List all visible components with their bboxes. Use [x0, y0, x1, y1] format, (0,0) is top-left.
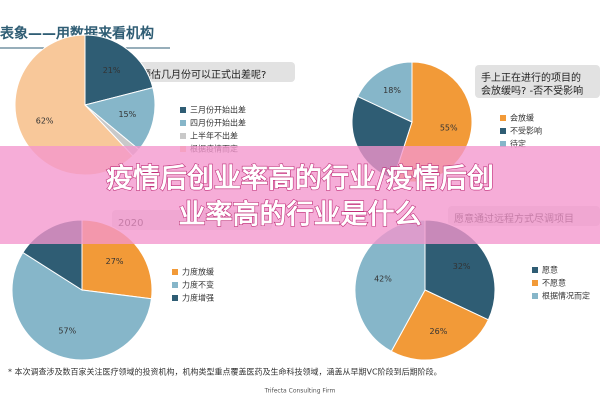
legend-label: 会放缓 [510, 113, 534, 123]
banner-bg [0, 146, 600, 244]
legend-label: 力度增强 [182, 293, 214, 303]
data-label: 62% [36, 116, 54, 125]
banner-title: 疫情后创业率高的行业/疫情后创 [106, 163, 494, 195]
banner-title: 业率高的行业是什么 [179, 199, 422, 231]
data-label: 26% [430, 327, 448, 336]
chart-title: 手上正在进行的项目的 [481, 71, 581, 84]
data-label: 18% [383, 86, 401, 95]
legend-swatch [532, 267, 538, 273]
legend-label: 力度不变 [182, 280, 214, 290]
header-title: 表象——用数据来看机构 [0, 25, 154, 42]
title-box [135, 62, 295, 82]
legend-swatch [180, 107, 186, 113]
legend-swatch [500, 115, 506, 121]
data-label: 32% [453, 262, 471, 271]
footer-note: * 本次调查涉及数百家关注医疗领域的投资机构，机构类型重点覆盖医药及生命科技领域… [8, 367, 442, 377]
legend-swatch [180, 120, 186, 126]
legend-swatch [532, 280, 538, 286]
legend-swatch [180, 133, 186, 139]
footer-source: Trifecta Consulting Firm [264, 388, 336, 395]
legend-label: 力度放缓 [182, 267, 214, 277]
legend-label: 待定 [510, 139, 526, 149]
pie-slice [357, 61, 413, 123]
data-label: 21% [103, 66, 121, 75]
chart-title: 预估几月份可以正式出差呢? [141, 68, 266, 81]
legend-label: 根据情况而定 [542, 291, 590, 301]
pie-slice [84, 34, 154, 106]
legend-swatch [172, 282, 178, 288]
legend-label: 上半年不出差 [190, 131, 238, 141]
data-label: 55% [440, 123, 458, 132]
data-label: 27% [106, 257, 124, 266]
legend-label: 三月份开始出差 [190, 105, 246, 115]
pie-slice [11, 251, 153, 361]
legend-swatch [172, 295, 178, 301]
data-label: 15% [118, 110, 136, 119]
legend-swatch [532, 293, 538, 299]
data-label: 42% [374, 275, 392, 284]
legend-label: 四月份开始出差 [190, 118, 246, 128]
legend-label: 不受影响 [510, 126, 542, 136]
legend-swatch [172, 269, 178, 275]
data-label: 57% [58, 326, 76, 335]
chart-title: 会放缓吗? -否不受影响 [481, 84, 583, 97]
legend-swatch [500, 128, 506, 134]
legend-label: 不愿意 [542, 278, 566, 288]
title-box [475, 65, 600, 98]
legend-label: 愿意 [542, 265, 558, 275]
legend-swatch [500, 141, 506, 147]
